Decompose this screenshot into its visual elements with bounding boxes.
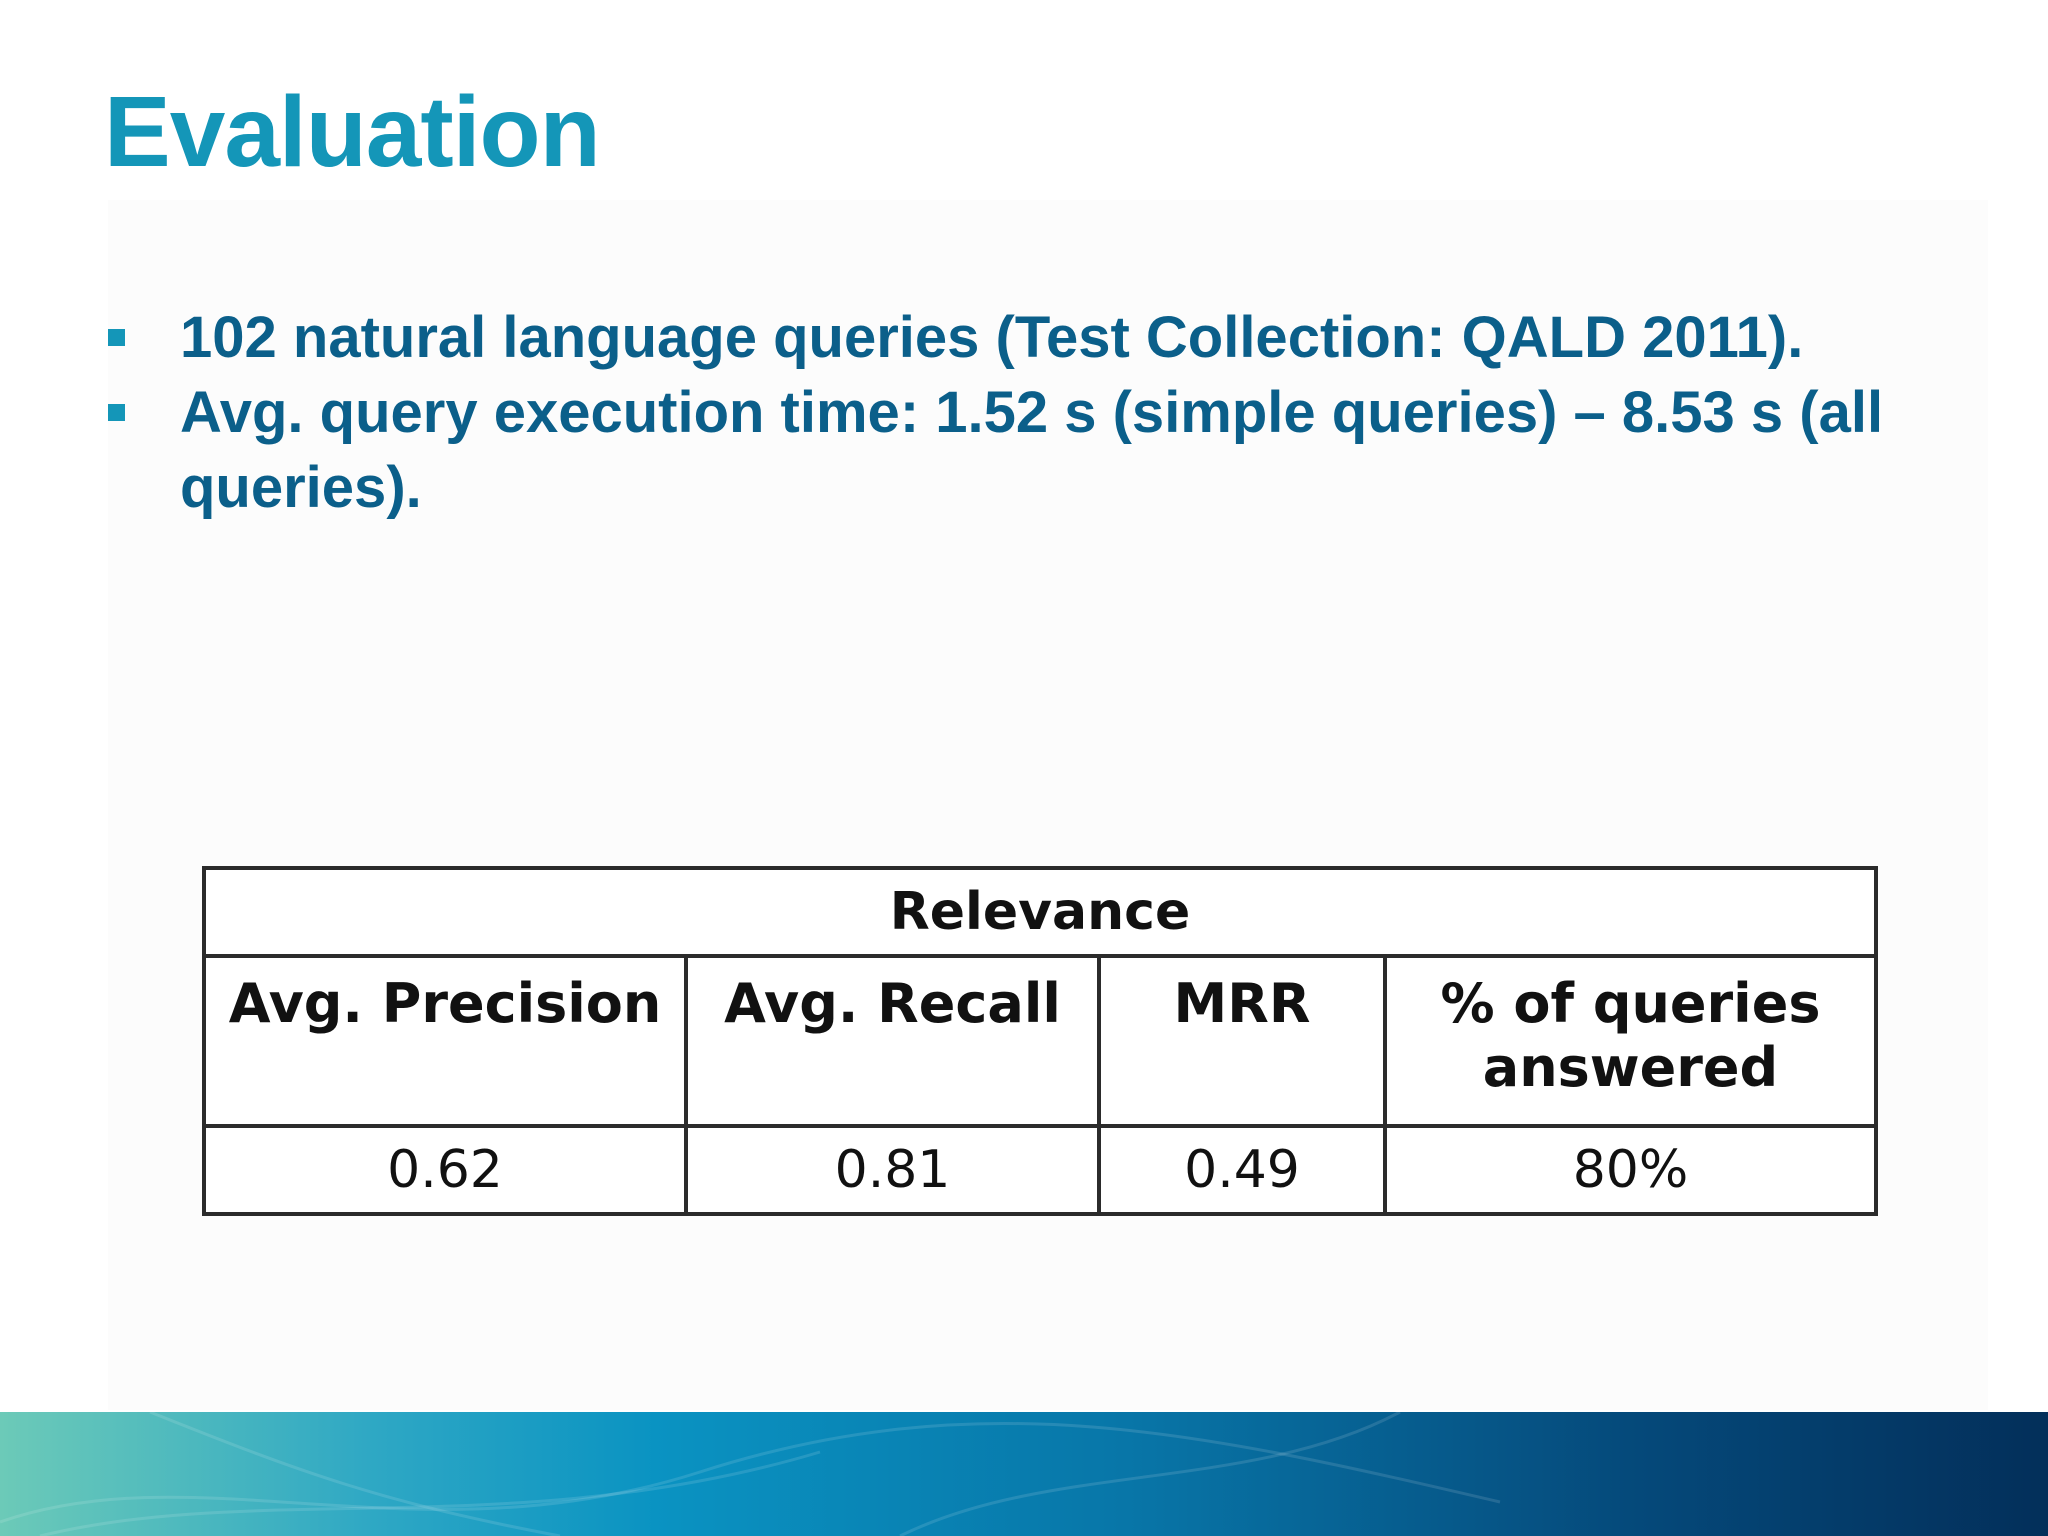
results-table: Relevance Avg. Precision Avg. Recall MRR… xyxy=(202,866,1878,1216)
relevance-header: Relevance xyxy=(202,866,1878,958)
footer-gradient-band xyxy=(0,1412,2048,1536)
table-header-row: Avg. Precision Avg. Recall MRR % of quer… xyxy=(202,954,1878,1128)
column-header-avg-recall: Avg. Recall xyxy=(684,954,1101,1128)
column-header-avg-precision: Avg. Precision xyxy=(202,954,688,1128)
bullet-text: 102 natural language queries (Test Colle… xyxy=(180,305,1804,370)
slide-title: Evaluation xyxy=(104,76,601,188)
bullet-text: Avg. query execution time: 1.52 s (simpl… xyxy=(180,380,1884,520)
bullet-list: 102 natural language queries (Test Colle… xyxy=(104,300,1984,525)
value-queries-answered: 80% xyxy=(1383,1124,1878,1216)
value-mrr: 0.49 xyxy=(1097,1124,1387,1216)
bullet-item: 102 natural language queries (Test Colle… xyxy=(104,300,1984,375)
value-avg-precision: 0.62 xyxy=(202,1124,688,1216)
column-header-queries-answered: % of queries answered xyxy=(1383,954,1878,1128)
bullet-item: Avg. query execution time: 1.52 s (simpl… xyxy=(104,375,1984,525)
table-group-header-row: Relevance xyxy=(202,866,1878,958)
square-bullet-icon xyxy=(108,404,125,421)
footer-decoration xyxy=(0,1412,1501,1536)
results-table-wrapper: Relevance Avg. Precision Avg. Recall MRR… xyxy=(202,866,1878,1216)
table-row: 0.62 0.81 0.49 80% xyxy=(202,1124,1878,1216)
square-bullet-icon xyxy=(108,329,125,346)
value-avg-recall: 0.81 xyxy=(684,1124,1101,1216)
column-header-mrr: MRR xyxy=(1097,954,1387,1128)
